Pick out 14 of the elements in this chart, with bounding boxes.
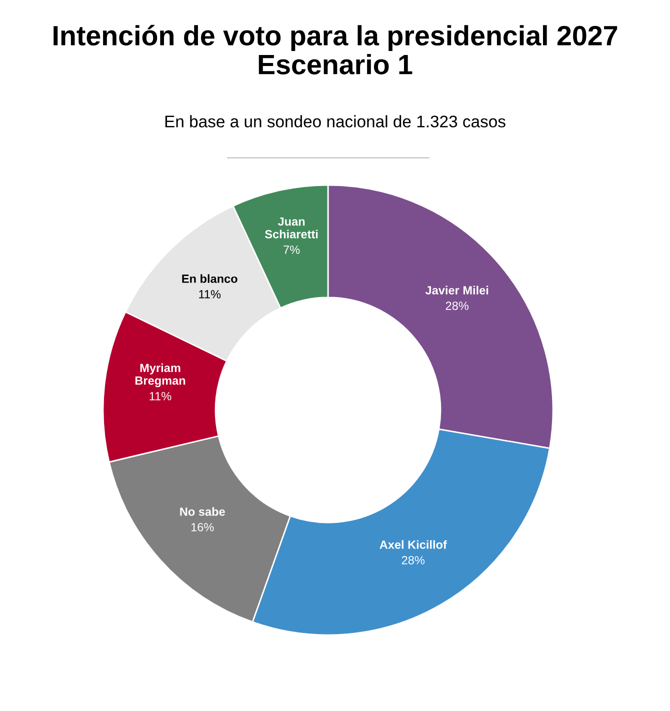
slice-label: Juan Schiaretti <box>264 217 318 238</box>
slice-label: En blanco <box>182 274 238 283</box>
slice-label: Myriam Bregman <box>135 363 186 388</box>
data-label: 28% <box>402 556 425 564</box>
chart-title: Intención de voto para la presidencial 2027 Escenario 1 <box>54 24 618 74</box>
data-label: 11% <box>199 290 221 298</box>
slice-label: No sabe <box>180 507 225 516</box>
slice-label: Axel Kicillof <box>380 540 447 549</box>
chart-subtitle: En base a un sondeo nacional de 1.323 casos <box>165 115 506 128</box>
data-label: 11% <box>150 392 172 400</box>
data-label: 28% <box>446 302 468 310</box>
data-label: 16% <box>191 522 214 532</box>
data-label: 7% <box>284 246 300 254</box>
slice-label: Javier Milei <box>425 286 488 294</box>
